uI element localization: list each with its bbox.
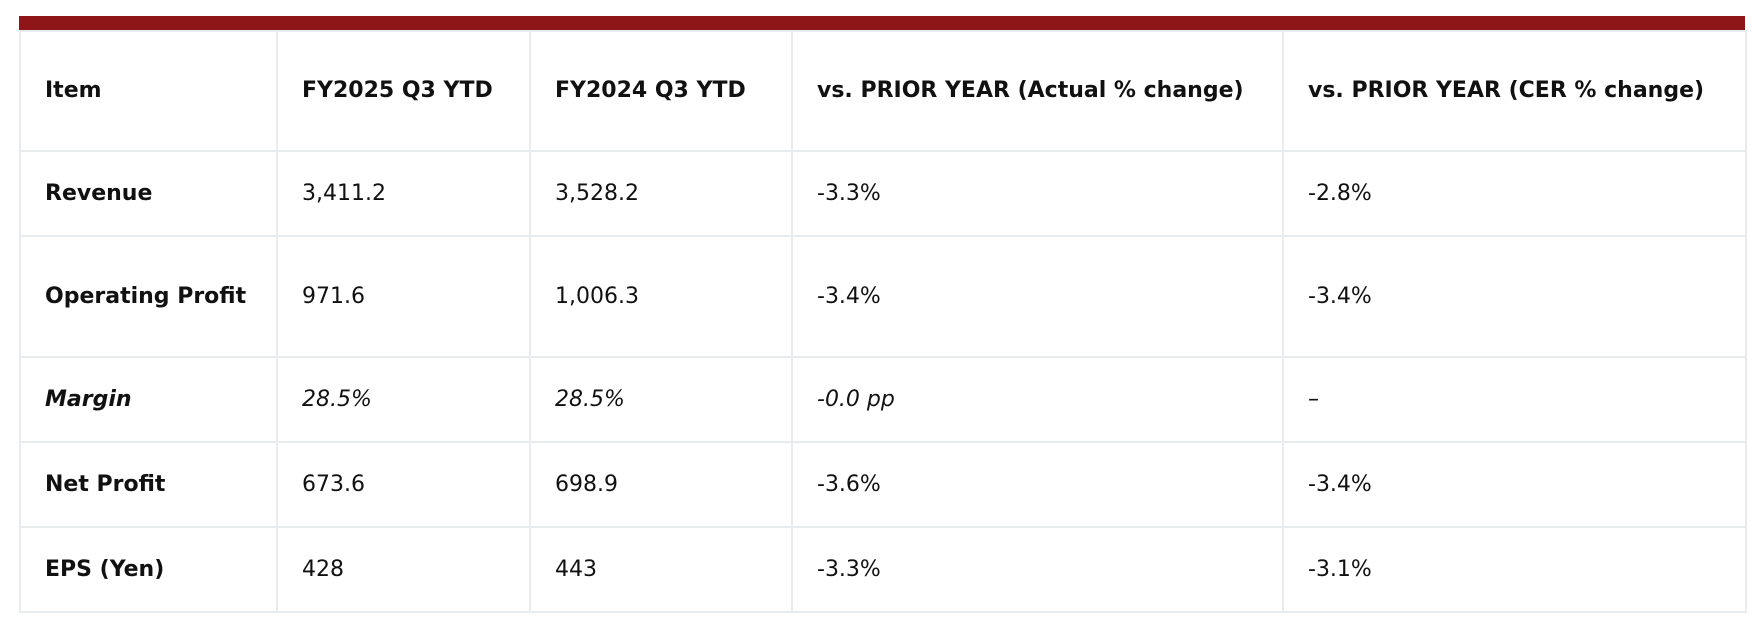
row-label: Margin — [19, 356, 278, 443]
cell: 673.6 — [276, 441, 531, 528]
cell: -3.4% — [791, 235, 1284, 358]
cell: 428 — [276, 526, 531, 613]
cell: -3.1% — [1282, 526, 1747, 613]
cell: 1,006.3 — [529, 235, 793, 358]
table-body: Revenue 3,411.2 3,528.2 -3.3% -2.8% Operating… — [19, 150, 1747, 613]
header-cell: vs. PRIOR YEAR (Actual % change) — [791, 30, 1284, 152]
row-label: EPS (Yen) — [19, 526, 278, 613]
row-label: Operating Profit — [19, 235, 278, 358]
cell: -0.0 pp — [791, 356, 1284, 443]
cell: 698.9 — [529, 441, 793, 528]
table-row: Revenue 3,411.2 3,528.2 -3.3% -2.8% — [19, 150, 1747, 237]
table-row: Operating Profit 971.6 1,006.3 -3.4% -3.4% — [19, 235, 1747, 358]
cell: – — [1282, 356, 1747, 443]
row-label: Net Profit — [19, 441, 278, 528]
table-container: Item FY2025 Q3 YTD FY2024 Q3 YTD vs. PRIOR … — [19, 16, 1747, 613]
cell: -3.6% — [791, 441, 1284, 528]
header-cell: Item — [19, 30, 278, 152]
cell: -3.4% — [1282, 235, 1747, 358]
header-cell: FY2025 Q3 YTD — [276, 30, 531, 152]
cell: 443 — [529, 526, 793, 613]
cell: 971.6 — [276, 235, 531, 358]
results-table: Item FY2025 Q3 YTD FY2024 Q3 YTD vs. PRIOR … — [19, 30, 1747, 613]
cell: -3.3% — [791, 150, 1284, 237]
header-cell: vs. PRIOR YEAR (CER % change) — [1282, 30, 1747, 152]
table-row: Net Profit 673.6 698.9 -3.6% -3.4% — [19, 441, 1747, 528]
cell: 28.5% — [529, 356, 793, 443]
cell: 28.5% — [276, 356, 531, 443]
top-bar — [19, 16, 1745, 30]
header-cell: FY2024 Q3 YTD — [529, 30, 793, 152]
header-row: Item FY2025 Q3 YTD FY2024 Q3 YTD vs. PRIOR … — [19, 30, 1747, 152]
cell: -2.8% — [1282, 150, 1747, 237]
cell: 3,411.2 — [276, 150, 531, 237]
table-row: EPS (Yen) 428 443 -3.3% -3.1% — [19, 526, 1747, 613]
cell: -3.3% — [791, 526, 1284, 613]
table-row: Margin 28.5% 28.5% -0.0 pp – — [19, 356, 1747, 443]
row-label: Revenue — [19, 150, 278, 237]
cell: -3.4% — [1282, 441, 1747, 528]
cell: 3,528.2 — [529, 150, 793, 237]
